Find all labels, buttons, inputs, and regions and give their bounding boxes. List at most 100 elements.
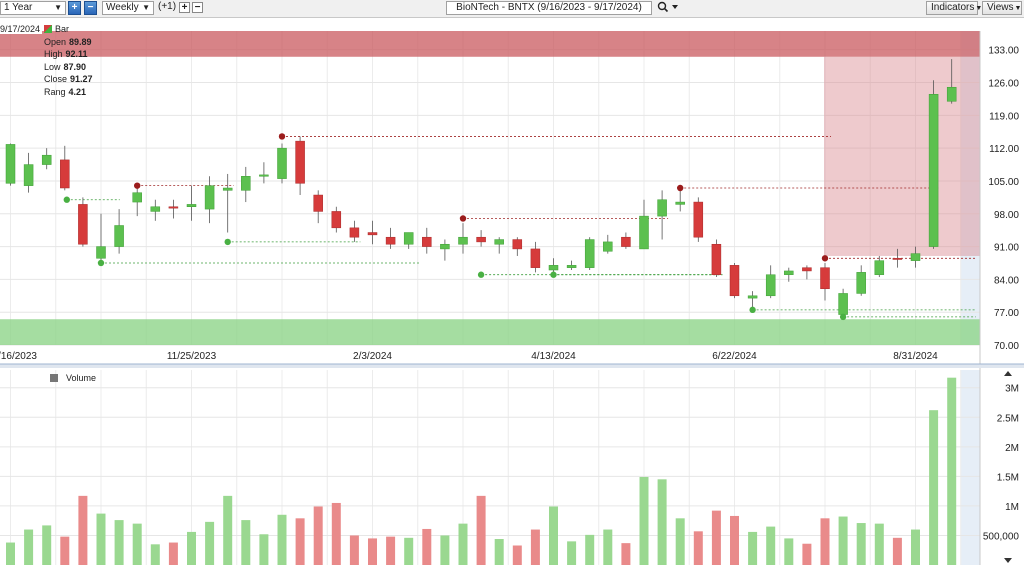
candle-up (874, 260, 885, 275)
price-tick-label: 112.00 (989, 144, 1019, 155)
candle-down (385, 236, 396, 245)
volume-bar (132, 523, 142, 565)
volume-bar (856, 523, 866, 565)
cursor-date: 9/17/2024 (0, 24, 43, 34)
candle-down (711, 243, 722, 275)
volume-bar (657, 479, 667, 565)
minus-icon: − (87, 2, 94, 13)
interval-value: Weekly (106, 2, 139, 13)
symbol-title[interactable]: BioNTech - BNTX (9/16/2023 - 9/17/2024) (446, 1, 652, 15)
candle-up (946, 86, 957, 102)
candle-up (566, 265, 577, 268)
close-label: Close (44, 74, 68, 85)
candle-down (60, 159, 70, 189)
views-label: Views (987, 2, 1014, 13)
indicators-button[interactable]: Indicators▼ (926, 1, 982, 15)
volume-bar (440, 535, 450, 565)
candle-down (78, 204, 88, 245)
candle-up (241, 176, 251, 191)
zoom-in-button[interactable]: + (68, 1, 81, 15)
volume-bar (313, 506, 323, 565)
chevron-down-icon: ▼ (1014, 5, 1022, 12)
chart-toolbar: 1 Year ▼ + − Weekly ▼ (+1) + − BioNTech - … (0, 0, 1024, 18)
candle-up (675, 201, 685, 205)
low-value: 87.90 (63, 61, 87, 72)
date-tick-label: 2/3/2024 (353, 351, 392, 362)
volume-bar (603, 529, 613, 565)
volume-bar (331, 502, 341, 565)
volume-bar (404, 537, 414, 565)
price-tick-label: 119.00 (989, 111, 1019, 122)
candle-down (820, 267, 830, 290)
candle-up (856, 272, 866, 294)
views-button[interactable]: Views▼ (982, 1, 1022, 15)
price-tick-label: 77.00 (994, 308, 1019, 319)
candle-up (747, 295, 758, 299)
volume-panel (0, 368, 1024, 565)
candle-up (639, 215, 649, 250)
volume-bar (96, 513, 106, 565)
volume-bar (567, 541, 577, 565)
zoom-out-button[interactable]: − (84, 1, 97, 15)
support-band (0, 319, 980, 345)
scroll-down-icon[interactable] (1004, 558, 1012, 563)
volume-bar (295, 518, 305, 565)
volume-bar (6, 542, 15, 565)
scroll-up-icon[interactable] (1004, 371, 1012, 376)
candle-down (892, 258, 903, 260)
volume-bar (78, 495, 88, 565)
interval-select[interactable]: Weekly ▼ (102, 1, 154, 15)
high-label: High (44, 49, 63, 60)
close-value: 91.27 (70, 74, 93, 85)
date-tick-label: 6/22/2024 (712, 351, 757, 362)
volume-tick-label: 2M (1005, 443, 1019, 454)
candle-down (295, 140, 305, 184)
price-tick-label: 133.00 (988, 46, 1019, 57)
volume-bar (458, 523, 468, 565)
volume-bar (530, 529, 540, 565)
candle-up (41, 154, 52, 165)
date-tick-label: 11/25/2023 (167, 351, 217, 362)
candle-up (277, 147, 287, 179)
volume-bar (585, 534, 595, 565)
candle-up (96, 246, 106, 259)
search-icon (657, 1, 678, 13)
chevron-down-icon: ▼ (975, 5, 983, 12)
offset-plus-button[interactable]: + (179, 2, 190, 13)
candle-up (222, 187, 233, 191)
volume-bar (349, 535, 359, 565)
indicators-label: Indicators (931, 2, 975, 13)
swing-high-dot (459, 215, 467, 222)
candle-down (331, 211, 342, 229)
candle-up (548, 265, 559, 271)
price-tick-label: 91.00 (994, 243, 1019, 254)
volume-bar (693, 531, 703, 565)
volume-bar (512, 545, 522, 565)
candle-down (802, 267, 812, 272)
volume-tick-label: 3M (1005, 384, 1019, 395)
price-tick-label: 70.00 (994, 341, 1019, 352)
swing-low-dot (63, 196, 70, 203)
period-select[interactable]: 1 Year ▼ (0, 1, 66, 15)
candle-up (838, 293, 848, 315)
date-tick-label: 9/16/2023 (0, 351, 37, 362)
open-label: Open (44, 37, 67, 47)
candle-up (784, 270, 794, 275)
candle-down (512, 239, 523, 250)
volume-bar (766, 526, 776, 565)
volume-bar (150, 544, 160, 565)
volume-bar (259, 534, 269, 565)
offset-minus-button[interactable]: − (192, 2, 203, 13)
volume-legend: Volume (50, 373, 96, 383)
candle-up (603, 241, 613, 252)
volume-bar (711, 510, 721, 565)
volume-bar (675, 518, 685, 565)
bar-legend-label: Bar (55, 24, 70, 34)
future-area (961, 31, 980, 345)
search-button[interactable] (656, 0, 682, 14)
ohlc-readout: Open 89.89 High 92.11 Low 87.90 Close 91.27 … (44, 36, 93, 98)
volume-swatch-icon (50, 374, 58, 382)
swing-low-dot (477, 271, 485, 278)
swing-low-dot (224, 238, 231, 246)
price-tick-label: 105.00 (988, 177, 1019, 188)
